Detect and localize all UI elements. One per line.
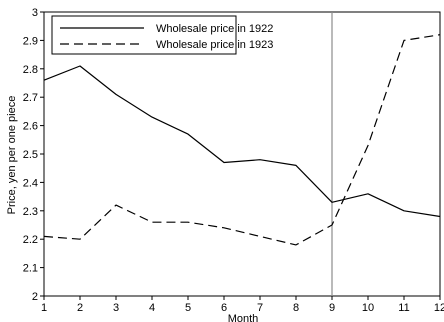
- x-axis: 1 2 3 4 5 6 7 8 9 10 11 12: [41, 296, 444, 314]
- x-tick-label: 9: [329, 302, 335, 314]
- x-tick-label: 8: [293, 302, 299, 314]
- y-tick-label: 3: [32, 7, 38, 19]
- x-tick-label: 3: [113, 302, 119, 314]
- y-tick-label: 2.5: [23, 149, 38, 161]
- legend-label: Wholesale price in 1922: [156, 23, 273, 35]
- y-tick-label: 2.3: [23, 206, 38, 218]
- legend-label: Wholesale price in 1923: [156, 39, 273, 51]
- y-tick-label: 2.8: [23, 64, 38, 76]
- x-tick-label: 5: [185, 302, 191, 314]
- y-tick-label: 2.7: [23, 92, 38, 104]
- legend-box: [51, 15, 237, 55]
- y-axis-label: Price, yen per one piece: [6, 96, 18, 215]
- y-axis: 2 2.1 2.2 2.3 2.4 2.5 2.6 2.7 2.8 2.9 3: [23, 7, 44, 303]
- series-line-wholesale-price-in-1923: [43, 34, 441, 246]
- series-layer: [43, 34, 441, 246]
- y-tick-label: 2.1: [23, 263, 38, 275]
- x-tick-label: 1: [41, 302, 47, 314]
- y-tick-label: 2.4: [23, 177, 38, 189]
- y-tick-label: 2.2: [23, 234, 38, 246]
- x-tick-label: 4: [149, 302, 155, 314]
- y-tick-label: 2: [32, 291, 38, 303]
- x-tick-label: 10: [362, 302, 374, 314]
- x-tick-label: 7: [257, 302, 263, 314]
- y-tick-label: 2.9: [23, 35, 38, 47]
- y-tick-label: 2.6: [23, 121, 38, 133]
- plot-border: [43, 11, 441, 297]
- x-tick-label: 11: [398, 302, 409, 314]
- x-tick-label: 2: [77, 302, 83, 314]
- x-tick-label: 6: [221, 302, 227, 314]
- x-tick-label: 12: [434, 302, 444, 314]
- x-axis-label: Month: [228, 313, 259, 322]
- legend: Wholesale price in 1922 Wholesale price i…: [51, 15, 273, 55]
- plot-area: [43, 11, 441, 297]
- series-line-wholesale-price-in-1922: [43, 65, 441, 218]
